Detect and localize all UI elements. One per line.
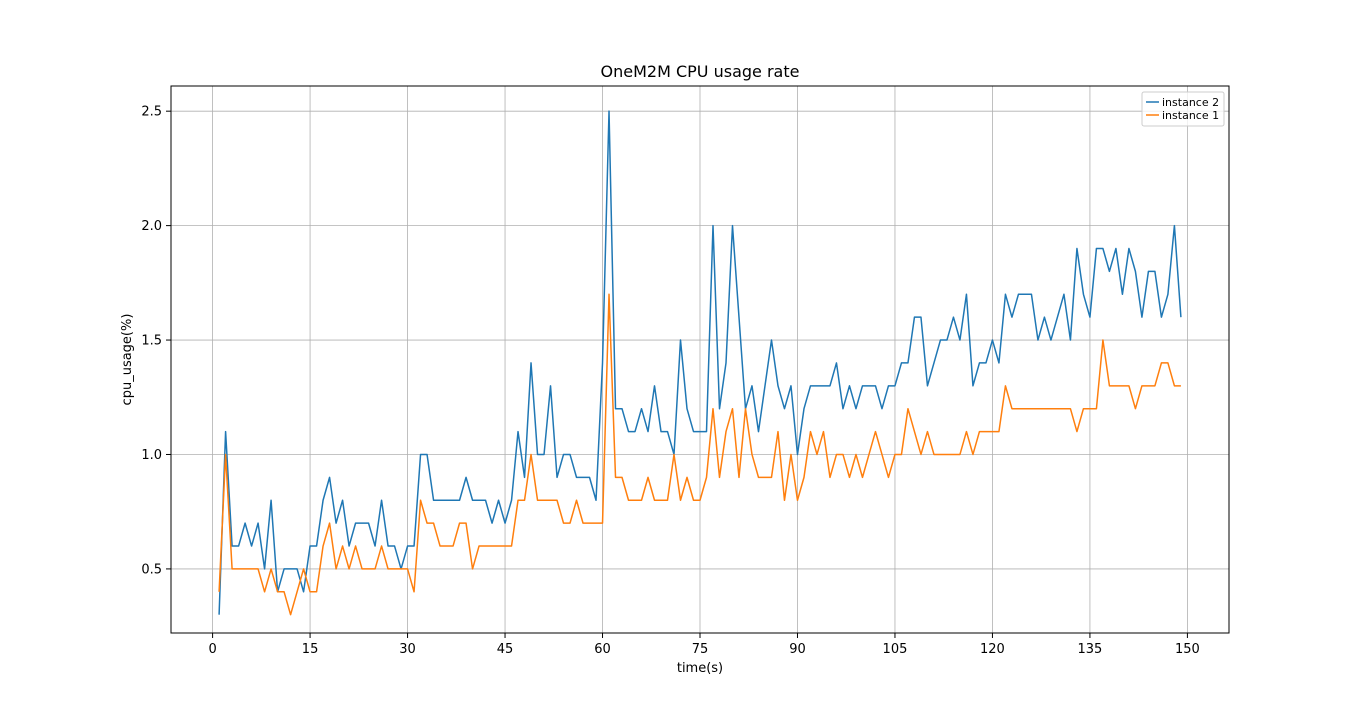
y-tick-label: 1.5 (141, 334, 162, 349)
x-tick-label: 105 (883, 642, 908, 657)
y-tick-label: 1.0 (141, 448, 162, 463)
y-tick-label: 2.5 (141, 105, 162, 120)
series-group (218, 110, 1182, 616)
x-tick-label: 30 (399, 642, 416, 657)
legend-label-1: instance 2 (1162, 96, 1219, 109)
legend-box (1141, 91, 1225, 127)
x-tick-label: 150 (1175, 642, 1200, 657)
y-tick-label: 2.0 (141, 219, 162, 234)
x-tick-label: 90 (789, 642, 806, 657)
y-tick-label: 0.5 (141, 562, 162, 577)
x-tick-label: 60 (594, 642, 611, 657)
x-tick-label: 15 (302, 642, 319, 657)
grid (171, 86, 1229, 633)
series-line-1 (218, 110, 1182, 615)
ticks: 0 15 30 45 60 75 90 105 120 135 150 0.5 1.0 1.5 2.0 2.5 (141, 105, 1200, 657)
x-tick-label: 75 (692, 642, 709, 657)
series-line-2 (218, 293, 1181, 616)
x-tick-label: 45 (497, 642, 514, 657)
y-axis-label: cpu_usage(%) (120, 314, 135, 406)
x-tick-label: 120 (980, 642, 1005, 657)
legend-label-2: instance 1 (1162, 109, 1219, 122)
x-tick-label: 135 (1078, 642, 1103, 657)
x-tick-label: 0 (208, 642, 216, 657)
x-axis-label: time(s) (677, 661, 723, 676)
chart-title: OneM2M CPU usage rate (601, 62, 800, 81)
